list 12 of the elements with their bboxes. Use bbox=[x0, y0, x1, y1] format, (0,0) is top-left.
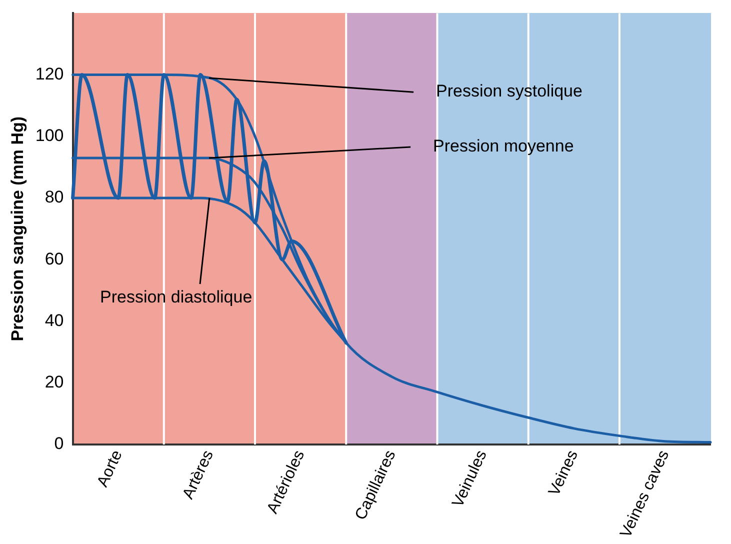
x-tick-label: Aorte bbox=[94, 448, 126, 490]
y-tick-label: 20 bbox=[44, 372, 64, 392]
y-tick-label: 0 bbox=[54, 434, 64, 454]
y-tick-label: 60 bbox=[44, 249, 64, 268]
annotation: Pression diastolique bbox=[100, 288, 252, 307]
y-tick-label: 40 bbox=[44, 310, 64, 330]
y-axis-title: Pression sanguine (mm Hg) bbox=[8, 116, 27, 342]
y-tick-label: 120 bbox=[35, 64, 64, 84]
annotation: Pression moyenne bbox=[433, 136, 574, 156]
annotation: Pression systolique bbox=[436, 82, 582, 101]
y-tick-label: 80 bbox=[44, 188, 64, 207]
y-tick-label: 100 bbox=[35, 126, 64, 146]
